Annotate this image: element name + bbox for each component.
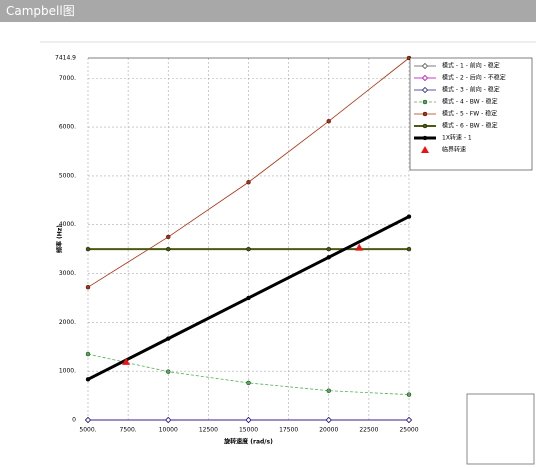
series-line bbox=[87, 57, 410, 288]
y-tick-label: 7414.9 bbox=[55, 55, 76, 62]
point bbox=[326, 255, 331, 260]
legend-label: 临界转速 bbox=[442, 146, 466, 154]
y-tick-label: 5000. bbox=[59, 172, 76, 179]
legend-marker bbox=[421, 62, 429, 70]
x-axis-label: 旋转速度 (rad/s) bbox=[223, 438, 273, 446]
x-tick-label: 22500 bbox=[359, 427, 378, 434]
legend-marker bbox=[422, 111, 428, 117]
x-tick-label: 7500. bbox=[120, 427, 137, 434]
thumbnail bbox=[466, 393, 535, 465]
legend-label: 模式 - 3 - 前向 - 稳定 bbox=[442, 86, 500, 94]
x-tick-label: 15000 bbox=[239, 427, 258, 434]
point bbox=[326, 119, 331, 124]
point bbox=[406, 214, 412, 219]
point bbox=[326, 246, 331, 252]
point bbox=[246, 180, 251, 185]
title-bar: Campbell图 bbox=[0, 0, 536, 22]
x-tick-label: 25000 bbox=[399, 427, 418, 434]
point bbox=[166, 246, 171, 252]
x-tick-label: 12500 bbox=[199, 427, 218, 434]
legend-label: 模式 - 4 - BW - 稳定 bbox=[442, 98, 498, 106]
point bbox=[245, 416, 252, 424]
x-tick-label: 17500 bbox=[279, 427, 298, 434]
legend-label: 模式 - 1 - 前向 - 稳定 bbox=[442, 62, 500, 70]
y-tick-label: 4000. bbox=[59, 221, 76, 228]
point bbox=[166, 336, 171, 341]
point bbox=[405, 416, 413, 424]
critical-point bbox=[122, 357, 131, 365]
legend-label: 模式 - 2 - 后向 - 不稳定 bbox=[442, 74, 506, 82]
point bbox=[85, 246, 91, 252]
y-tick-label: 6000. bbox=[59, 124, 76, 131]
legend-marker bbox=[421, 86, 429, 94]
point bbox=[326, 388, 331, 393]
chart: 5000. 7500. 10000 12500 15000 17500 20000 22500… bbox=[40, 41, 536, 465]
y-tick-label: 0 bbox=[72, 417, 76, 424]
point bbox=[325, 416, 332, 424]
x-tick-label: 10000 bbox=[159, 427, 178, 434]
legend-marker bbox=[422, 135, 428, 141]
series-line bbox=[87, 353, 410, 396]
point bbox=[246, 295, 251, 301]
x-tick-label: 20000 bbox=[319, 427, 338, 434]
point bbox=[246, 380, 251, 386]
point bbox=[246, 246, 251, 252]
legend-marker bbox=[421, 74, 429, 82]
point bbox=[85, 351, 91, 357]
point bbox=[85, 285, 91, 290]
legend-label: 模式 - 6 - BW - 稳定 bbox=[442, 122, 498, 130]
x-tick-label: 5000. bbox=[79, 427, 96, 434]
legend-marker bbox=[422, 99, 428, 105]
y-tick-label: 7000. bbox=[59, 75, 76, 82]
legend-marker bbox=[422, 123, 428, 129]
point bbox=[406, 246, 412, 252]
y-tick-label: 3000. bbox=[59, 270, 76, 277]
point bbox=[84, 416, 92, 424]
y-tick-label: 1000. bbox=[59, 368, 76, 375]
critical-point bbox=[355, 243, 364, 251]
legend-label: 1X转速 - 1 bbox=[442, 134, 472, 142]
legend-label: 模式 - 5 - FW - 稳定 bbox=[442, 110, 497, 118]
y-axis-label: 频率 (Hz) bbox=[56, 225, 64, 253]
point bbox=[406, 392, 412, 397]
point bbox=[166, 234, 171, 240]
point bbox=[166, 369, 171, 374]
y-tick-label: 2000. bbox=[59, 319, 76, 326]
point bbox=[165, 416, 172, 424]
legend-marker bbox=[421, 146, 429, 153]
point bbox=[85, 377, 91, 382]
